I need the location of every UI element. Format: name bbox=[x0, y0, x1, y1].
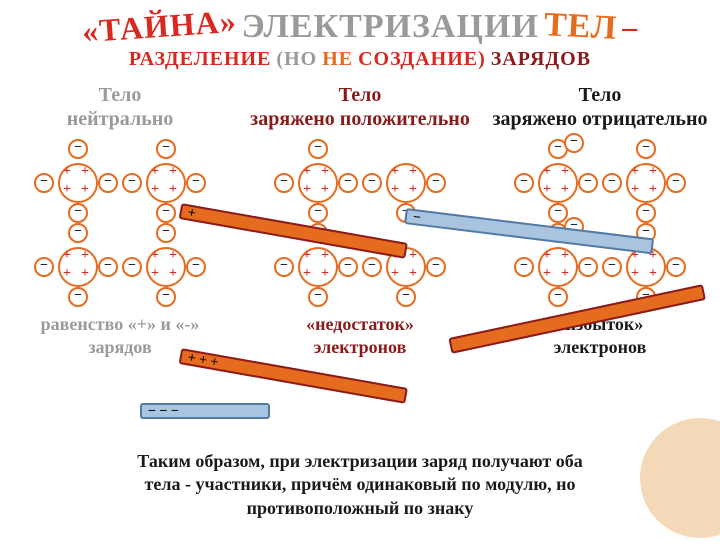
electron: − bbox=[68, 203, 88, 223]
electron: − bbox=[578, 173, 598, 193]
electron: − bbox=[514, 257, 534, 277]
sub-w4: СОЗДАНИЕ) bbox=[358, 48, 486, 70]
electron: − bbox=[308, 139, 328, 159]
electron: − bbox=[156, 223, 176, 243]
atom-grid: ++++−−−−++++−−−−++++−−−−++++−−−− bbox=[10, 141, 230, 305]
nucleus: ++++ bbox=[298, 163, 338, 203]
atom: ++++−−−− bbox=[276, 141, 356, 221]
electron: − bbox=[602, 257, 622, 277]
title-w2: ЭЛЕКТРИЗАЦИИ bbox=[242, 8, 539, 46]
electron: − bbox=[122, 257, 142, 277]
electron: − bbox=[514, 173, 534, 193]
sub-w5: ЗАРЯДОВ bbox=[491, 48, 591, 70]
electron: − bbox=[666, 257, 686, 277]
atom: ++++−−−− bbox=[604, 141, 684, 221]
sub-w1: РАЗДЕЛЕНИЕ bbox=[129, 48, 271, 70]
electron: − bbox=[578, 257, 598, 277]
electron: − bbox=[362, 257, 382, 277]
electron: − bbox=[122, 173, 142, 193]
electron: − bbox=[98, 173, 118, 193]
atom: ++++−−−− bbox=[36, 141, 116, 221]
atom: ++++−−−− bbox=[124, 225, 204, 305]
electron: − bbox=[156, 203, 176, 223]
conclusion-text: Таким образом, при электризации заряд по… bbox=[30, 450, 690, 520]
electron: − bbox=[34, 257, 54, 277]
nucleus: ++++ bbox=[626, 163, 666, 203]
electron: − bbox=[274, 257, 294, 277]
atom: ++++−−−−− bbox=[516, 141, 596, 221]
electron: − bbox=[338, 173, 358, 193]
electron: − bbox=[396, 287, 416, 307]
nucleus: ++++ bbox=[298, 247, 338, 287]
column-footer: «недостаток»электронов bbox=[250, 313, 470, 360]
title-w4: – bbox=[622, 11, 638, 45]
electron: − bbox=[338, 257, 358, 277]
electron: − bbox=[548, 287, 568, 307]
atom: ++++−−−− bbox=[36, 225, 116, 305]
electron: − bbox=[274, 173, 294, 193]
electron: − bbox=[308, 203, 328, 223]
nucleus: ++++ bbox=[58, 247, 98, 287]
column-heading: Телонейтрально bbox=[10, 83, 230, 131]
column-heading: Телозаряжено отрицательно bbox=[490, 83, 710, 131]
title-w1: «ТАЙНА» bbox=[81, 3, 238, 51]
subtitle: РАЗДЕЛЕНИЕ (НО НЕ СОЗДАНИЕ) ЗАРЯДОВ bbox=[0, 48, 720, 71]
electron: − bbox=[308, 287, 328, 307]
extra-electron: − bbox=[564, 133, 584, 153]
nucleus: ++++ bbox=[386, 163, 426, 203]
conclusion-l1: Таким образом, при электризации заряд по… bbox=[137, 451, 582, 471]
electron: − bbox=[636, 139, 656, 159]
conclusion-l3: противоположный по знаку bbox=[247, 498, 474, 518]
nucleus: ++++ bbox=[146, 163, 186, 203]
conclusion-l2: тела - участники, причём одинаковый по м… bbox=[145, 474, 576, 494]
electron: − bbox=[98, 257, 118, 277]
electron: − bbox=[68, 223, 88, 243]
nucleus: ++++ bbox=[538, 163, 578, 203]
nucleus: ++++ bbox=[146, 247, 186, 287]
sub-w2: (НО bbox=[276, 48, 317, 70]
electron: − bbox=[34, 173, 54, 193]
rod: − − − bbox=[140, 403, 270, 419]
atom: ++++−−− bbox=[364, 141, 444, 221]
electron: − bbox=[156, 139, 176, 159]
main-title: «ТАЙНА» ЭЛЕКТРИЗАЦИИ ТЕЛ – bbox=[0, 8, 720, 46]
electron: − bbox=[186, 173, 206, 193]
electron: − bbox=[602, 173, 622, 193]
sub-w3: НЕ bbox=[322, 48, 353, 70]
nucleus: ++++ bbox=[538, 247, 578, 287]
electron: − bbox=[426, 173, 446, 193]
column-heading: Телозаряжено положительно bbox=[250, 83, 470, 131]
electron: − bbox=[156, 287, 176, 307]
nucleus: ++++ bbox=[58, 163, 98, 203]
electron: − bbox=[186, 257, 206, 277]
electron: − bbox=[68, 139, 88, 159]
electron: − bbox=[426, 257, 446, 277]
electron: − bbox=[666, 173, 686, 193]
title-w3: ТЕЛ bbox=[543, 6, 618, 48]
electron: − bbox=[68, 287, 88, 307]
electron: − bbox=[636, 203, 656, 223]
electron: − bbox=[362, 173, 382, 193]
